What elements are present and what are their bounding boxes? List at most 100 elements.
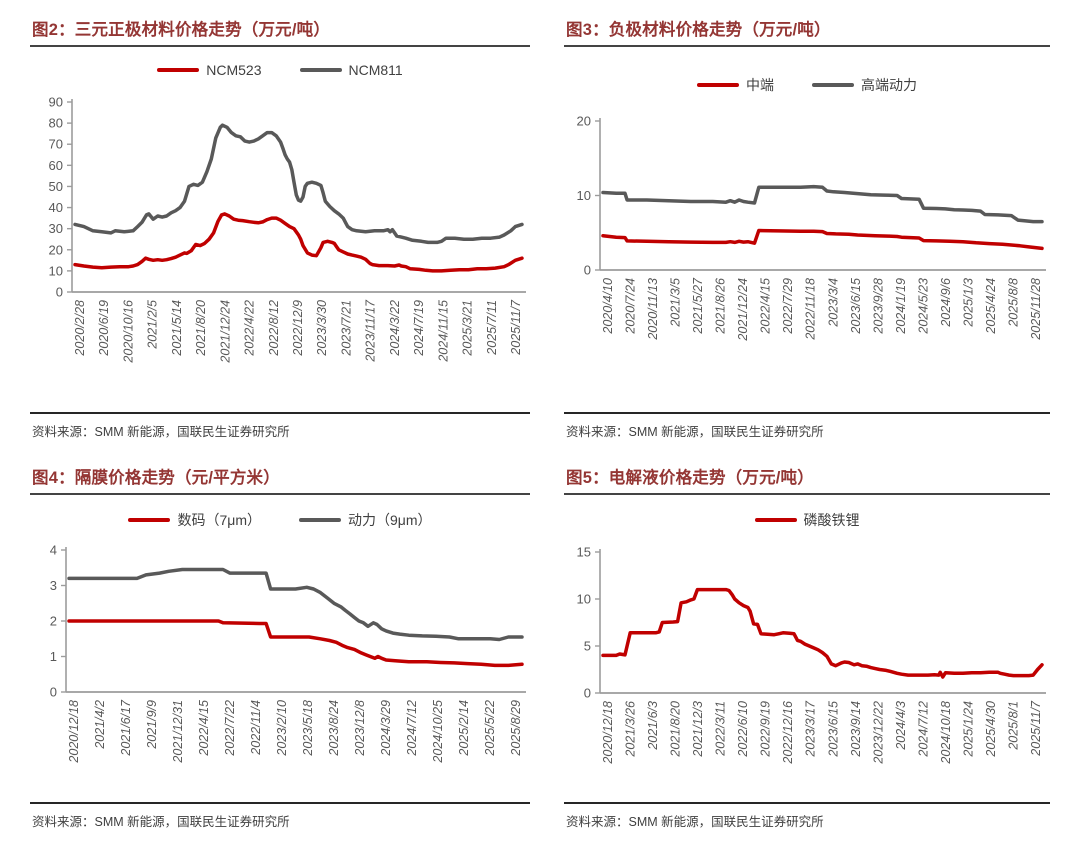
- x-tick-label: 2024/10/18: [939, 701, 953, 765]
- x-tick-label: 2024/1/19: [894, 278, 908, 335]
- y-tick-label: 40: [49, 200, 63, 215]
- y-tick-label: 60: [49, 158, 63, 173]
- figure-5-legend: 磷酸铁锂: [564, 510, 1050, 530]
- figure-3-title: 图3：负极材料价格走势（万元/吨）: [564, 16, 1050, 47]
- x-tick-label: 2025/4/30: [984, 701, 998, 758]
- legend-item-磷酸铁锂: 磷酸铁锂: [754, 510, 860, 530]
- figure-4-title: 图4：隔膜价格走势（元/平方米）: [30, 464, 530, 495]
- x-tick-label: 2022/3/11: [714, 701, 728, 757]
- y-tick-label: 20: [49, 242, 63, 257]
- y-tick-label: 5: [584, 639, 591, 654]
- y-tick-label: 1: [50, 649, 57, 664]
- figure-3-source: 资料来源：SMM 新能源，国联民生证券研究所: [564, 412, 1050, 442]
- x-tick-label: 2025/11/7: [1029, 700, 1043, 757]
- y-tick-label: 70: [49, 137, 63, 152]
- x-tick-label: 2023/12/22: [871, 701, 885, 765]
- figure-2-panel: 图2：三元正极材料价格走势（万元/吨） NCM523 NCM811 0 10 20 30…: [30, 16, 530, 442]
- figure-4-chart: 0 1 2 3 4 2020/12/18 2021/4/2 2021/6/17 2021/9/9…: [30, 540, 530, 788]
- x-tick-label: 2021/3/5: [669, 278, 683, 328]
- x-tick-label: 2022/6/10: [736, 701, 750, 758]
- x-tick-label: 2021/8/26: [714, 278, 728, 335]
- x-tick-label: 2025/1/24: [961, 701, 975, 758]
- y-tick-label: 20: [577, 114, 591, 129]
- legend-item-数码（7μm）: 数码（7μm）: [128, 510, 261, 530]
- x-tick-label: 2022/11/18: [804, 278, 818, 341]
- x-tick-label: 2021/8/20: [194, 300, 208, 357]
- y-tick-label: 0: [56, 285, 63, 300]
- legend-line-swatch: [157, 68, 200, 72]
- x-tick-label: 2022/4/15: [197, 700, 211, 757]
- line-chart-canvas: 0 10 20 2020/4/10 2020/7/24 2020/11/13 2021/3/…: [577, 114, 1046, 342]
- series-line-磷酸铁锂: [601, 587, 1044, 679]
- series-line-数码（7μm）: [67, 619, 524, 668]
- legend-label: 数码（7μm）: [177, 512, 261, 528]
- legend-item-中端: 中端: [697, 75, 774, 95]
- x-tick-label: 2025/3/21: [461, 300, 475, 357]
- x-tick-label: 2023/3/30: [315, 300, 329, 357]
- series-line-动力（9μm）: [67, 567, 524, 642]
- legend-label: NCM523: [206, 62, 262, 78]
- figure-4-source: 资料来源：SMM 新能源，国联民生证券研究所: [30, 802, 530, 832]
- x-tick-label: 2022/11/4: [249, 700, 263, 756]
- x-tick-label: 2024/11/15: [436, 300, 450, 363]
- x-tick-label: 2022/12/9: [291, 300, 305, 357]
- x-tick-label: 2022/9/19: [759, 701, 773, 758]
- y-tick-label: 90: [49, 95, 63, 110]
- figure-2-legend: NCM523 NCM811: [30, 62, 530, 78]
- figure-5-title: 图5：电解液价格走势（万元/吨）: [564, 464, 1050, 495]
- y-tick-label: 10: [577, 188, 591, 203]
- x-tick-label: 2025/5/22: [483, 700, 497, 757]
- figure-4-legend: 数码（7μm） 动力（9μm）: [30, 510, 530, 530]
- figure-3-chart: 0 10 20 2020/4/10 2020/7/24 2020/11/13 2021/3/…: [564, 105, 1050, 388]
- figure-5-chart: 0 5 10 15 2020/12/18 2021/3/26 2021/6/3 2021/8/…: [564, 540, 1050, 791]
- x-tick-label: 2024/7/12: [405, 700, 419, 757]
- x-tick-label: 2022/4/22: [243, 300, 257, 357]
- figure-2-source: 资料来源：SMM 新能源，国联民生证券研究所: [30, 412, 530, 442]
- x-tick-label: 2021/5/14: [170, 300, 184, 357]
- legend-item-高端动力: 高端动力: [812, 75, 917, 95]
- x-tick-label: 2023/12/8: [353, 700, 367, 757]
- x-tick-label: 2022/7/22: [223, 700, 237, 757]
- x-tick-label: 2023/9/14: [849, 701, 863, 758]
- legend-item-动力（9μm）: 动力（9μm）: [299, 510, 432, 530]
- figure-3-legend: 中端 高端动力: [564, 75, 1050, 95]
- x-tick-label: 2023/6/15: [826, 701, 840, 758]
- legend-line-swatch: [128, 518, 171, 522]
- y-tick-label: 0: [584, 263, 591, 278]
- x-tick-label: 2021/9/9: [145, 700, 159, 750]
- figure-5-panel: 图5：电解液价格走势（万元/吨） 磷酸铁锂 0 5 10 15 2020/12/18 20…: [564, 464, 1050, 832]
- x-tick-label: 2020/6/19: [97, 300, 111, 357]
- x-tick-label: 2020/10/16: [121, 300, 135, 364]
- x-tick-label: 2025/11/28: [1029, 278, 1043, 341]
- legend-line-swatch: [812, 83, 854, 87]
- y-tick-label: 0: [584, 686, 591, 701]
- y-tick-label: 10: [49, 263, 63, 278]
- line-chart-canvas: 0 5 10 15 2020/12/18 2021/3/26 2021/6/3 2021/8/…: [577, 545, 1046, 765]
- x-tick-label: 2024/4/3: [894, 701, 908, 751]
- series-line-中端: [601, 228, 1044, 251]
- x-tick-label: 2021/5/27: [691, 277, 705, 335]
- x-tick-label: 2025/4/24: [984, 278, 998, 335]
- y-tick-label: 0: [50, 685, 57, 700]
- x-tick-label: 2020/4/10: [601, 278, 615, 335]
- legend-line-swatch: [754, 518, 797, 522]
- x-tick-label: 2020/2/28: [73, 300, 87, 357]
- x-tick-label: 2024/5/23: [916, 278, 930, 335]
- figure-2-title: 图2：三元正极材料价格走势（万元/吨）: [30, 16, 530, 47]
- x-tick-label: 2022/4/15: [759, 278, 773, 335]
- x-tick-label: 2024/3/29: [379, 700, 393, 757]
- line-chart-canvas: 0 1 2 3 4 2020/12/18 2021/4/2 2021/6/17 2021/9/9…: [50, 543, 526, 764]
- legend-label: 高端动力: [861, 77, 917, 93]
- source-text: 资料来源：SMM 新能源，国联民生证券研究所: [32, 815, 290, 829]
- x-tick-label: 2020/12/18: [601, 701, 615, 765]
- x-tick-label: 2021/3/26: [624, 701, 638, 758]
- series-line-NCM811: [73, 123, 524, 245]
- x-tick-label: 2023/8/24: [327, 700, 341, 757]
- x-tick-label: 2020/7/24: [624, 278, 638, 335]
- x-tick-label: 2025/1/3: [961, 278, 975, 328]
- figure-3-panel: 图3：负极材料价格走势（万元/吨） 中端 高端动力 0 10 20 2020/4/10 2…: [564, 16, 1050, 442]
- series-line-NCM523: [73, 212, 524, 273]
- x-tick-label: 2023/3/17: [804, 700, 818, 758]
- y-tick-label: 3: [50, 578, 57, 593]
- x-tick-label: 2025/11/7: [509, 299, 523, 356]
